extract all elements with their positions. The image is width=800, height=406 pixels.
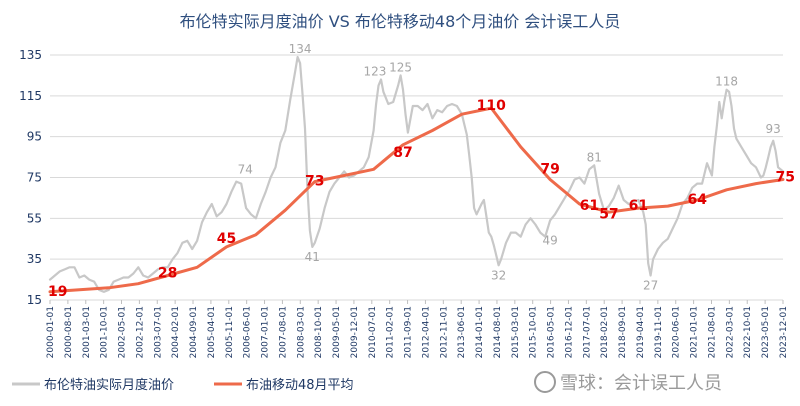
data-label-actual: 49 [542, 234, 557, 248]
data-label-actual: 74 [238, 163, 253, 177]
x-tick-label: 2013-06-01 [457, 306, 467, 358]
data-label-actual: 125 [389, 60, 412, 74]
x-tick-label: 2007-01-01 [261, 306, 271, 358]
x-tick-label: 2012-04-01 [421, 306, 431, 358]
data-label-ma48: 75 [776, 170, 795, 186]
gridlines [50, 54, 783, 301]
legend: 布伦特油实际月度油价 布油移动48月平均 [12, 377, 354, 393]
y-axis: 15 35 55 75 95 115 135 [19, 48, 42, 307]
watermark: 雪球：会计误工人员 [534, 371, 722, 394]
x-tick-label: 2006-06-01 [243, 306, 253, 358]
y-tick-label: 35 [27, 252, 42, 266]
data-label-actual: 32 [491, 268, 506, 282]
snowball-logo-icon [534, 371, 556, 393]
x-tick-label: 2015-03-01 [511, 306, 521, 358]
legend-label-actual: 布伦特油实际月度油价 [44, 377, 174, 393]
x-tick-label: 2022-10-01 [743, 306, 753, 358]
x-tick-label: 2001-10-01 [100, 306, 110, 358]
data-label-ma48: 61 [580, 198, 599, 214]
data-label-ma48: 110 [477, 98, 506, 114]
x-tick-label: 2008-03-01 [296, 306, 306, 358]
x-tick-label: 2000-08-01 [64, 306, 74, 358]
watermark-text: 雪球：会计误工人员 [560, 373, 722, 394]
series-line-ma48 [48, 106, 785, 294]
data-label-actual: 41 [305, 250, 320, 264]
x-tick-label: 2019-11-01 [654, 306, 664, 358]
x-tick-label: 2012-11-01 [439, 306, 449, 358]
y-tick-label: 95 [27, 130, 42, 144]
legend-label-ma48: 布油移动48月平均 [246, 378, 354, 393]
x-tick-label: 2011-09-01 [404, 306, 414, 358]
x-tick-label: 2021-08-01 [707, 306, 717, 358]
x-tick-label: 2020-06-01 [672, 306, 682, 358]
x-axis: 2000-01-01 2000-08-01 2001-03-01 2001-10-01… [46, 300, 789, 358]
x-tick-label: 2007-08-01 [278, 306, 288, 358]
x-tick-label: 2009-05-01 [332, 306, 342, 358]
x-tick-label: 2016-05-01 [547, 306, 557, 358]
data-label-actual: 27 [643, 279, 658, 293]
data-label-actual: 81 [587, 150, 602, 164]
x-tick-label: 2001-03-01 [82, 306, 92, 358]
y-tick-label: 15 [27, 293, 42, 307]
y-tick-label: 75 [27, 171, 42, 185]
x-tick-label: 2002-05-01 [118, 306, 128, 358]
x-tick-label: 2018-09-01 [618, 306, 628, 358]
x-tick-label: 2004-02-01 [171, 306, 181, 358]
data-label-actual: 123 [364, 65, 387, 79]
y-tick-label: 55 [27, 211, 42, 225]
x-tick-label: 2003-07-01 [153, 306, 163, 358]
x-tick-label: 2005-11-01 [225, 306, 235, 358]
x-tick-label: 2002-12-01 [135, 306, 145, 358]
chart-title: 布伦特实际月度油价 VS 布伦特移动48个月油价 会计误工人员 [180, 12, 621, 31]
x-tick-label: 2000-01-01 [46, 306, 56, 358]
x-tick-label: 2019-04-01 [636, 306, 646, 358]
data-labels: 74 134 41 123 125 32 49 81 27 118 93 19 28 45 73 87 110 7… [48, 42, 795, 300]
series-line-actual [48, 55, 785, 293]
x-tick-label: 2009-12-01 [350, 306, 360, 358]
y-tick-label: 135 [19, 48, 42, 62]
data-label-ma48: 73 [305, 174, 324, 190]
x-tick-label: 2023-05-01 [761, 306, 771, 358]
x-tick-label: 2004-09-01 [189, 306, 199, 358]
data-label-ma48: 61 [629, 198, 648, 214]
data-label-ma48: 57 [599, 206, 618, 222]
x-tick-label: 2017-07-01 [582, 306, 592, 358]
x-tick-label: 2014-01-01 [475, 306, 485, 358]
x-tick-label: 2022-03-01 [725, 306, 735, 358]
x-tick-label: 2011-02-01 [386, 306, 396, 358]
x-tick-label: 2008-10-01 [314, 306, 324, 358]
data-label-ma48: 79 [540, 161, 559, 177]
x-tick-label: 2018-02-01 [600, 306, 610, 358]
data-label-ma48: 28 [158, 265, 177, 281]
series-lines [48, 55, 785, 294]
data-label-ma48: 87 [393, 145, 412, 161]
data-label-ma48: 64 [687, 192, 707, 208]
data-label-actual: 118 [715, 75, 738, 89]
data-label-actual: 134 [289, 42, 312, 56]
x-tick-label: 2023-12-01 [779, 306, 789, 358]
x-tick-label: 2021-01-01 [690, 306, 700, 358]
data-label-ma48: 45 [217, 231, 236, 247]
data-label-actual: 93 [766, 122, 781, 136]
x-tick-label: 2014-08-01 [493, 306, 503, 358]
data-label-ma48: 19 [48, 284, 67, 300]
y-tick-label: 115 [19, 89, 42, 103]
x-tick-label: 2010-07-01 [368, 306, 378, 358]
x-tick-label: 2015-10-01 [529, 306, 539, 358]
x-tick-label: 2005-04-01 [207, 306, 217, 358]
x-tick-label: 2016-12-01 [564, 306, 574, 358]
